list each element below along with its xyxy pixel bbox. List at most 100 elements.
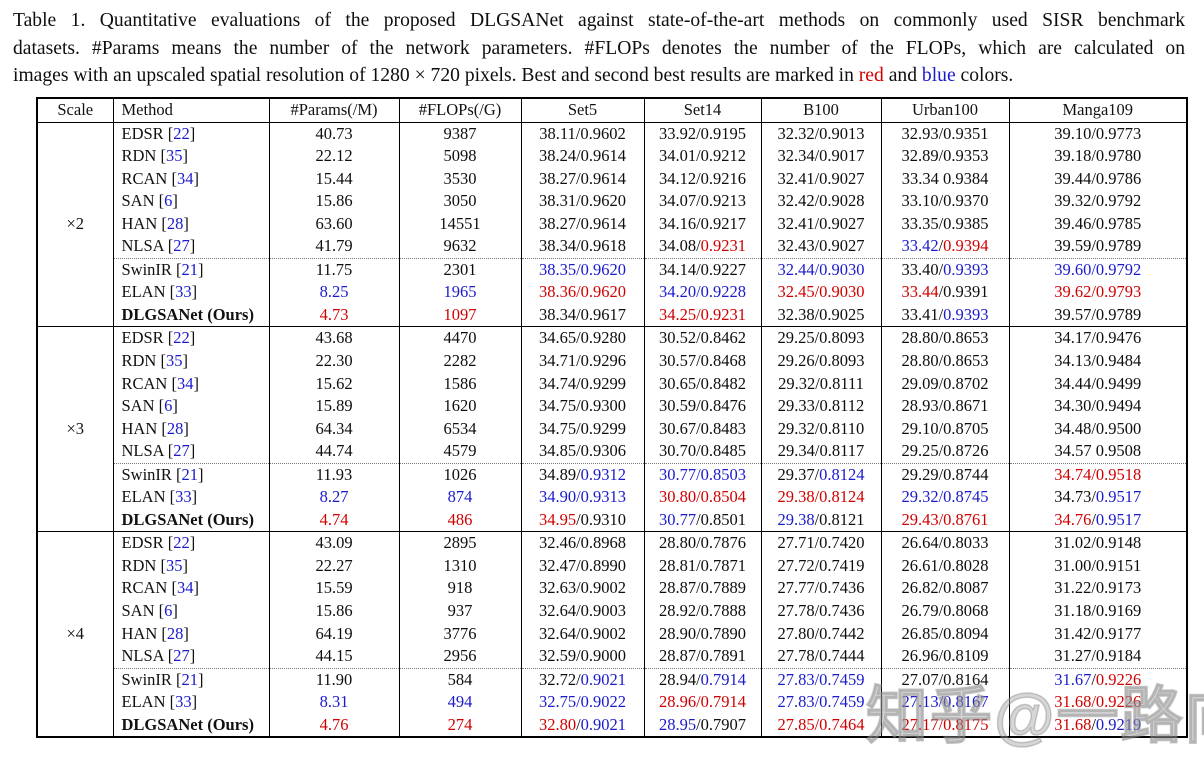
ssim-value: 0.9195 (700, 123, 747, 143)
psnr-value: 29.43 (901, 509, 939, 529)
psnr-value: 26.61 (901, 555, 939, 575)
citation-link[interactable]: 22 (173, 123, 190, 143)
psnr-value: 31.22 (1054, 578, 1092, 598)
ssim-value: 0.9620 (580, 191, 627, 211)
value-separator: / (814, 282, 820, 302)
value-separator: / (696, 646, 701, 666)
value-separator: / (1091, 213, 1096, 233)
value-separator: / (1091, 146, 1096, 166)
cell-method: SwinIR [21] (112, 257, 269, 282)
psnr-value: 28.96 (658, 692, 697, 712)
psnr-value: 34.75 (538, 418, 577, 438)
value-separator: / (1091, 578, 1096, 598)
method-name: SwinIR [ (121, 464, 182, 484)
value-separator: / (938, 146, 944, 166)
citation-link[interactable]: 34 (176, 578, 194, 598)
citation-link[interactable]: 21 (181, 669, 199, 689)
table-row-x3-rdn: RDN [35] 22.30 2282 34.71/0.9296 30.57/0.846… (37, 350, 1187, 373)
method-name: DLGSANet (Ours) (121, 509, 254, 529)
column-header-urban100: Urban100 (880, 98, 1009, 123)
psnr-value: 29.38 (777, 509, 815, 529)
value-separator: / (814, 236, 820, 256)
method-name: DLGSANet (Ours) (121, 714, 254, 734)
citation-link[interactable]: 33 (175, 282, 192, 302)
citation-link[interactable]: 27 (173, 441, 190, 461)
citation-link[interactable]: 35 (165, 146, 183, 166)
ssim-value: 0.9022 (580, 692, 627, 712)
psnr-value: 28.92 (658, 601, 697, 621)
citation-link[interactable]: 21 (181, 464, 199, 484)
psnr-value: 28.93 (901, 396, 939, 416)
cell-b100: 29.34/0.8117 (760, 440, 881, 464)
table-body: ×2 EDSR [22] 40.73 9387 38.11/0.9602 33.92/0.… (36, 121, 1187, 738)
citation-link[interactable]: 6 (164, 191, 173, 211)
column-header-scale: Scale (36, 98, 113, 123)
citation-bracket: ] (189, 123, 196, 143)
citation-link[interactable]: 27 (173, 236, 190, 256)
citation-link[interactable]: 33 (175, 692, 192, 712)
cell-method: HAN [28] (112, 212, 269, 236)
value-separator: / (938, 304, 944, 324)
citation-link[interactable]: 34 (176, 373, 194, 393)
value-separator: / (814, 578, 820, 598)
ssim-value: 0.7459 (819, 669, 865, 689)
table-row-x3-han: HAN [28] 64.34 6534 34.75/0.9299 30.67/0.848… (37, 417, 1187, 441)
cell-set5: 32.75/0.9022 (520, 691, 644, 714)
table-row-x2-swinir: SwinIR [21] 11.75 2301 38.35/0.9620 34.14/0.… (37, 257, 1187, 282)
value-separator: / (1091, 373, 1096, 393)
value-separator: / (696, 373, 701, 393)
cell-set14: 28.87/0.7889 (643, 577, 761, 601)
psnr-value: 29.34 (777, 441, 815, 461)
psnr-value: 26.79 (901, 601, 939, 621)
psnr-value: 26.85 (901, 623, 939, 643)
citation-link[interactable]: 6 (164, 601, 173, 621)
psnr-value: 27.07 (901, 669, 939, 689)
cell-params: 15.86 (268, 190, 399, 213)
cell-urban100: 29.09/0.8702 (880, 372, 1009, 396)
value-separator: / (1091, 464, 1096, 484)
citation-link[interactable]: 28 (166, 213, 184, 233)
citation-link[interactable]: 35 (165, 555, 183, 575)
psnr-value: 33.42 (901, 236, 939, 256)
cell-method: RCAN [34] (112, 167, 269, 191)
citation-link[interactable]: 35 (165, 351, 183, 371)
cell-set5: 32.63/0.9002 (520, 577, 644, 601)
citation-link[interactable]: 21 (181, 259, 199, 279)
value-separator: / (1091, 555, 1096, 575)
ssim-value: 0.8175 (943, 714, 989, 734)
citation-link[interactable]: 6 (164, 396, 173, 416)
citation-link[interactable]: 33 (175, 487, 192, 507)
cell-set14: 33.92/0.9195 (643, 121, 761, 146)
value-separator: / (576, 236, 581, 256)
cell-method: ELAN [33] (112, 486, 269, 509)
citation-link[interactable]: 28 (166, 623, 184, 643)
value-separator: / (1091, 714, 1096, 734)
psnr-value: 30.65 (658, 373, 697, 393)
psnr-value: 32.43 (777, 236, 815, 256)
psnr-value: 27.85 (777, 714, 815, 734)
citation-link[interactable]: 34 (176, 168, 194, 188)
psnr-value: 28.95 (658, 714, 697, 734)
psnr-value: 27.83 (777, 692, 815, 712)
ssim-value: 0.9618 (580, 236, 627, 256)
ssim-value: 0.8503 (700, 464, 747, 484)
citation-link[interactable]: 22 (173, 533, 190, 553)
citation-link[interactable]: 27 (173, 646, 190, 666)
cell-b100: 32.41/0.9027 (760, 167, 881, 191)
psnr-value: 32.93 (901, 123, 939, 143)
value-separator: / (814, 441, 820, 461)
ssim-value: 0.8990 (580, 555, 627, 575)
value-separator: / (1091, 282, 1096, 302)
value-separator: / (576, 396, 581, 416)
psnr-value: 31.00 (1054, 555, 1092, 575)
column-header--flops-g-: #FLOPs(/G) (398, 98, 521, 123)
citation-link[interactable]: 22 (173, 328, 190, 348)
citation-link[interactable]: 28 (166, 418, 184, 438)
method-name: ELAN [ (121, 282, 176, 302)
value-separator: / (696, 418, 701, 438)
cell-set5: 34.71/0.9296 (520, 350, 644, 373)
value-separator: / (1091, 123, 1096, 143)
ssim-value: 0.8702 (943, 373, 989, 393)
citation-bracket: ] (182, 555, 188, 575)
value-separator: / (938, 259, 944, 279)
